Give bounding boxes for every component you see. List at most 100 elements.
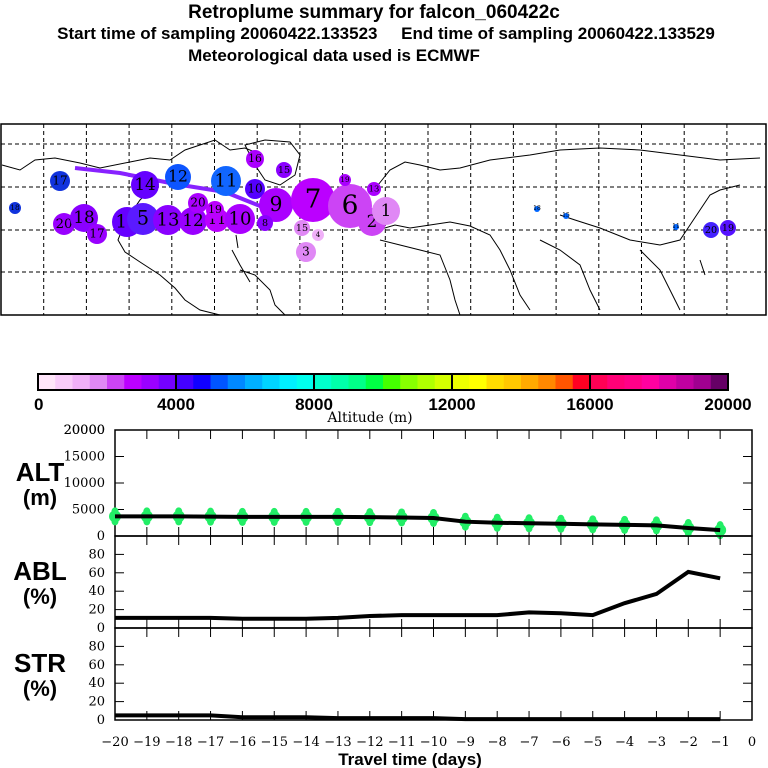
altitude-scatter-point <box>589 515 597 524</box>
plume-circle <box>245 179 265 199</box>
colorbar-swatch <box>607 374 625 390</box>
colorbar-tick-label: 12000 <box>428 395 475 414</box>
colorbar-swatch <box>38 374 56 390</box>
plume-marker: 14 <box>131 171 159 199</box>
x-tick-label: −14 <box>292 735 319 750</box>
colorbar-swatch <box>641 374 660 390</box>
met-data-label: Meteorological data used is ECMWF <box>188 46 480 65</box>
panel-label: ABL <box>13 556 67 586</box>
y-tick-label: 20 <box>88 695 105 710</box>
altitude-scatter-point <box>111 507 119 516</box>
plume-marker: 8 <box>257 215 273 231</box>
plume-circle <box>720 220 736 236</box>
plume-marker: 9 <box>259 188 293 222</box>
plume-day-label: 15 <box>278 165 290 176</box>
colorbar-swatch <box>124 374 142 390</box>
x-tick-label: −12 <box>356 735 383 750</box>
plume-day-label: 15 <box>562 212 570 219</box>
altitude-scatter-point <box>302 507 310 516</box>
coastline-south-america <box>239 269 286 316</box>
plume-day-label: 9 <box>270 192 283 216</box>
panel-label: STR <box>14 648 66 678</box>
altitude-scatter-point <box>398 508 406 517</box>
altitude-scatter-point <box>525 514 533 523</box>
plume-circle <box>127 203 159 235</box>
y-tick-label: 80 <box>88 639 105 654</box>
altitude-scatter-point <box>621 525 629 534</box>
altitude-scatter-point <box>270 517 278 526</box>
plume-circle <box>276 162 292 178</box>
plume-circle <box>259 188 293 222</box>
plume-marker: 7 <box>291 178 335 222</box>
colorbar-swatch <box>296 374 315 390</box>
plume-marker: 13 <box>153 205 183 235</box>
panel-unit: (m) <box>23 485 57 510</box>
panel-unit: (%) <box>23 676 57 701</box>
plume-circle <box>206 201 224 219</box>
colorbar-swatch <box>693 374 712 390</box>
y-tick-label: 20000 <box>64 423 105 438</box>
altitude-scatter-point <box>238 517 246 526</box>
colorbar-axis-label: Altitude (m) <box>326 410 412 426</box>
coastline-europe <box>377 147 761 311</box>
x-tick-label: −16 <box>229 735 256 750</box>
y-tick-label: 0 <box>97 529 105 544</box>
colorbar-swatch <box>210 374 229 390</box>
x-tick-label: −15 <box>261 735 288 750</box>
colorbar-swatch <box>72 374 91 390</box>
plume-day-label: 19 <box>208 203 222 216</box>
colorbar-swatch <box>624 374 643 390</box>
altitude-scatter-point <box>461 512 469 521</box>
plume-marker: 17 <box>87 224 107 244</box>
plume-day-label: 8 <box>262 218 268 229</box>
altitude-colorbar: 0 4000 8000 12000 16000 20000 <box>34 373 752 414</box>
plume-day-label: 11 <box>672 223 680 230</box>
plume-day-label: 4 <box>316 230 321 239</box>
plume-circle <box>291 178 335 222</box>
y-tick-label: 0 <box>97 713 105 728</box>
colorbar-swatch <box>521 374 539 390</box>
colorbar-swatch <box>452 374 470 390</box>
plume-marker: 4 <box>312 229 324 241</box>
altitude-scatter-point <box>461 522 469 531</box>
plume-circle <box>70 204 98 232</box>
plume-marker: 18 <box>9 202 21 214</box>
plume-day-label: 5 <box>137 207 149 230</box>
altitude-scatter-point <box>684 519 692 528</box>
y-tick-label: 80 <box>88 547 105 562</box>
plume-day-label: 12 <box>168 168 188 186</box>
plume-marker: 20 <box>188 193 208 213</box>
altitude-scatter-point <box>621 515 629 524</box>
colorbar-swatch <box>279 374 298 390</box>
altitude-scatter-point <box>557 514 565 523</box>
series-line-alt <box>115 514 721 533</box>
colorbar-swatch <box>365 374 384 390</box>
x-tick-label: −5 <box>583 735 602 750</box>
colorbar-swatch <box>158 374 177 390</box>
plume-day-label: 14 <box>134 174 155 194</box>
trajectory-line <box>74 166 276 214</box>
plume-day-label: 18 <box>73 207 94 227</box>
plume-day-label: 19 <box>340 175 350 184</box>
colorbar-tick-label: 16000 <box>566 395 613 414</box>
plume-marker: 18 <box>533 205 541 212</box>
plume-marker: 15 <box>562 212 570 219</box>
plume-circle <box>153 205 183 235</box>
x-tick-label: −19 <box>133 735 160 750</box>
plume-circle <box>294 220 310 236</box>
colorbar-swatch <box>400 374 418 390</box>
plume-marker: 19 <box>206 201 224 219</box>
plume-day-label: 3 <box>302 245 310 259</box>
y-tick-label: 40 <box>88 584 105 599</box>
plume-day-label: 20 <box>56 217 73 232</box>
colorbar-swatch <box>469 374 487 390</box>
x-tick-label: −7 <box>519 735 538 750</box>
x-tick-label: −3 <box>647 735 666 750</box>
plume-marker: 10 <box>245 179 265 199</box>
colorbar-swatch <box>176 374 194 390</box>
altitude-scatter-point <box>716 531 724 540</box>
colorbar-swatch <box>89 374 108 390</box>
panel-unit: (%) <box>23 584 57 609</box>
plume-circle <box>246 150 264 168</box>
